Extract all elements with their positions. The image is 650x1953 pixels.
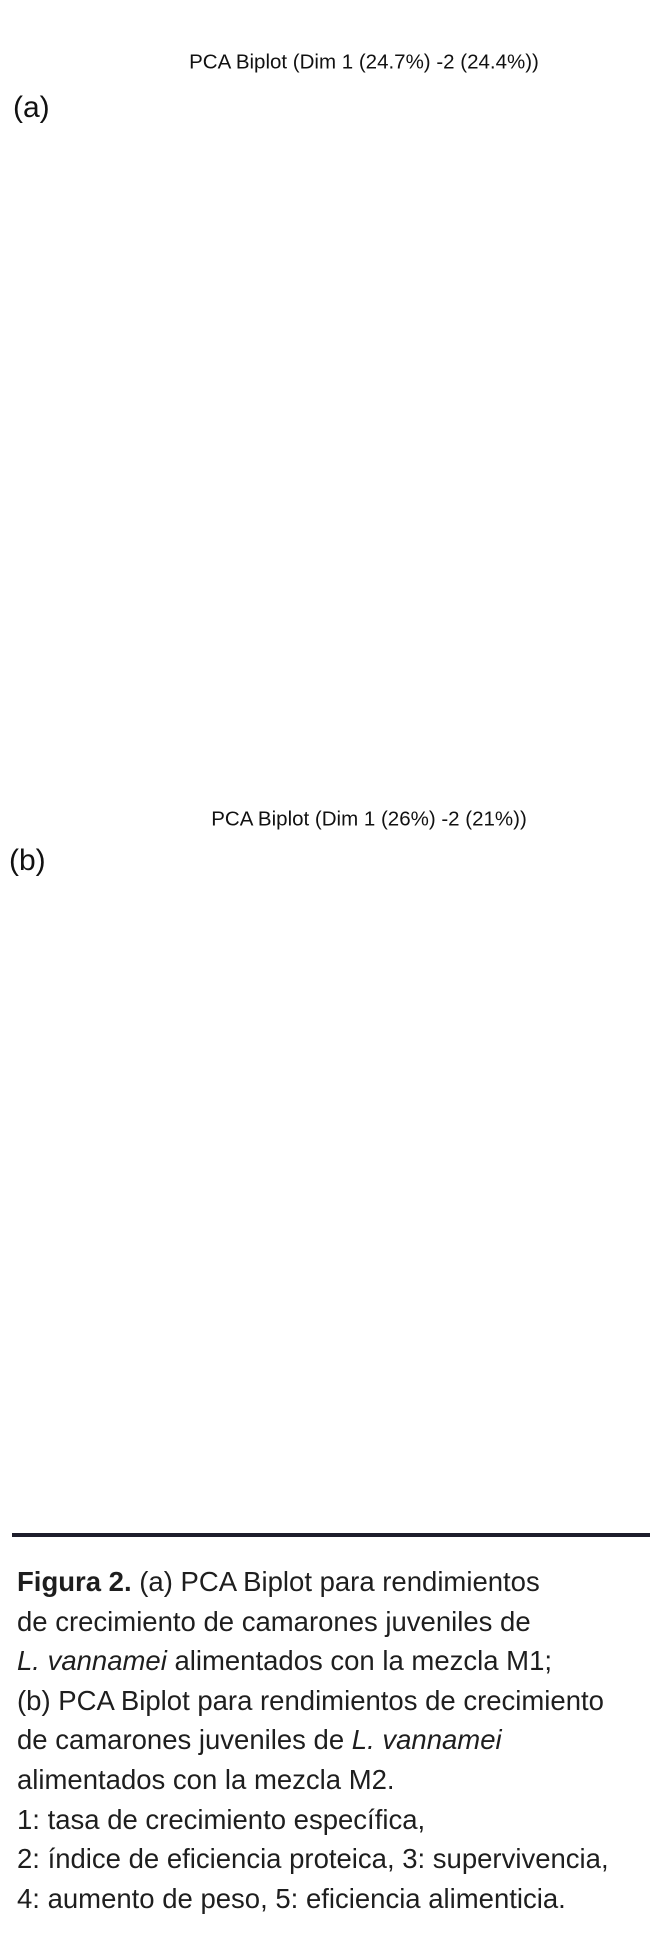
caption-variable-key: 2: índice de eficiencia proteica, 3: sup…: [17, 1843, 609, 1875]
caption-text: alimentados con la mezcla M2.: [17, 1763, 395, 1795]
caption-line-6: alimentados con la mezcla M2.: [17, 1760, 647, 1800]
caption-legend-3: 4: aumento de peso, 5: eficiencia alimen…: [17, 1879, 647, 1919]
caption-line-1: Figura 2. (a) PCA Biplot para rendimient…: [17, 1562, 647, 1602]
caption-line-5: de camarones juveniles de L. vannamei: [17, 1720, 647, 1760]
caption-line-4: (b) PCA Biplot para rendimientos de crec…: [17, 1681, 647, 1721]
figure-2-pca-biplots: PCA Biplot (Dim 1 (24.7%) -2 (24.4%)) (a…: [9, 50, 539, 877]
caption-line-2: de crecimiento de camarones juveniles de: [17, 1602, 647, 1642]
species-name: L. vannamei: [17, 1645, 167, 1677]
panel-b-biplot: PCA Biplot (Dim 1 (26%) -2 (21%)) (b): [9, 807, 527, 877]
caption-text: (b) PCA Biplot para rendimientos de crec…: [17, 1684, 604, 1716]
panel-a-title: PCA Biplot (Dim 1 (24.7%) -2 (24.4%)): [189, 50, 539, 73]
caption-divider-rule: [12, 1533, 650, 1537]
panel-b-title: PCA Biplot (Dim 1 (26%) -2 (21%)): [211, 807, 527, 830]
caption-legend-2: 2: índice de eficiencia proteica, 3: sup…: [17, 1839, 647, 1879]
figure-caption: Figura 2. (a) PCA Biplot para rendimient…: [17, 1562, 647, 1918]
caption-text: alimentados con la mezcla M1;: [174, 1645, 553, 1677]
figure-label: Figura 2.: [17, 1566, 132, 1597]
caption-text: (a) PCA Biplot para rendimientos: [139, 1566, 540, 1597]
caption-legend-1: 1: tasa de crecimiento específica,: [17, 1800, 647, 1840]
caption-variable-key: 1: tasa de crecimiento específica,: [17, 1803, 426, 1835]
panel-a-biplot: PCA Biplot (Dim 1 (24.7%) -2 (24.4%)) (a…: [13, 50, 539, 124]
panel-b-label: (b): [9, 844, 46, 877]
panel-a-label: (a): [13, 91, 50, 124]
caption-text: de crecimiento de camarones juveniles de: [17, 1605, 531, 1637]
species-name: L. vannamei: [351, 1724, 502, 1756]
caption-variable-key: 4: aumento de peso, 5: eficiencia alimen…: [17, 1882, 566, 1914]
caption-text: de camarones juveniles de: [17, 1724, 345, 1756]
caption-line-3: L. vannamei alimentados con la mezcla M1…: [17, 1641, 647, 1681]
